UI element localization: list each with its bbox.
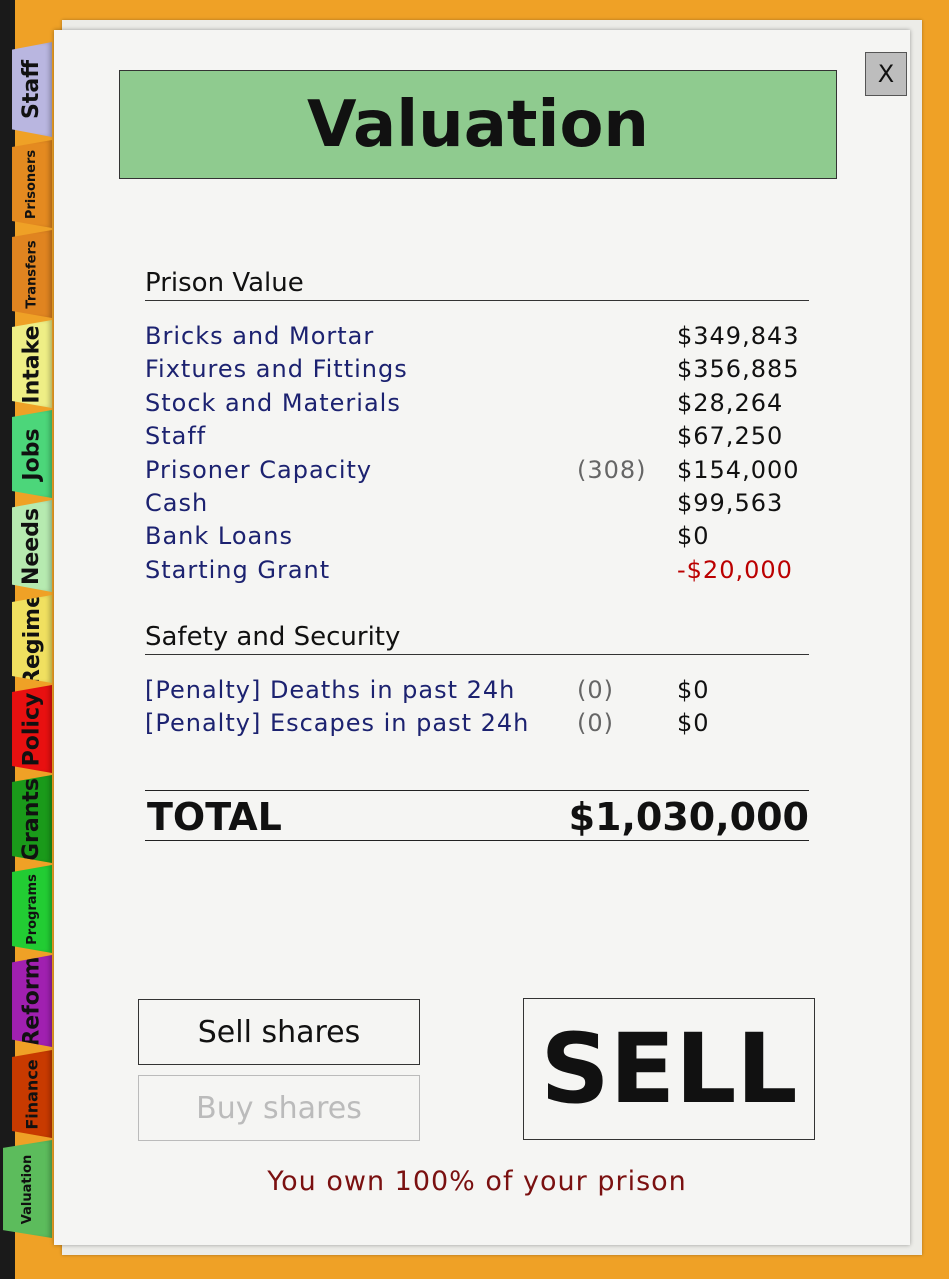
tab-intake[interactable]: Intake xyxy=(12,320,52,408)
tab-prisoners[interactable]: Prisoners xyxy=(12,140,52,228)
value-row: Stock and Materials $28,264 xyxy=(145,389,809,422)
ownership-text: You own 100% of your prison xyxy=(267,1166,687,1197)
row-value: $0 xyxy=(677,676,710,704)
tab-jobs[interactable]: Jobs xyxy=(12,410,52,498)
tab-label: Jobs xyxy=(19,427,45,481)
tab-label: Needs xyxy=(19,507,45,585)
tab-label: Transfers xyxy=(24,239,40,309)
value-row: Starting Grant -$20,000 xyxy=(145,556,809,589)
tab-label: Programs xyxy=(24,873,40,945)
row-value: $356,885 xyxy=(677,355,800,384)
row-value: $28,264 xyxy=(677,388,784,417)
tab-needs[interactable]: Needs xyxy=(12,500,52,592)
row-value: $67,250 xyxy=(677,422,784,451)
tab-label: Intake xyxy=(19,324,45,404)
sell-button[interactable]: SELL xyxy=(523,998,815,1140)
value-row: Prisoner Capacity (308) $154,000 xyxy=(145,456,809,489)
row-label: Prisoner Capacity xyxy=(145,455,373,484)
tab-valuation[interactable]: Valuation xyxy=(3,1140,52,1238)
tab-programs[interactable]: Programs xyxy=(12,865,52,953)
row-count: (308) xyxy=(577,455,647,484)
row-label: Bricks and Mortar xyxy=(145,322,375,350)
row-value: -$20,000 xyxy=(677,555,793,584)
buy-shares-button[interactable]: Buy shares xyxy=(138,1075,420,1141)
tab-label: Finance xyxy=(22,1058,42,1130)
row-label: Cash xyxy=(145,489,209,517)
row-label: Fixtures and Fittings xyxy=(145,355,408,384)
value-row: [Penalty] Escapes in past 24h (0) $0 xyxy=(145,709,809,742)
value-row: Fixtures and Fittings $356,885 xyxy=(145,355,809,388)
row-label: Starting Grant xyxy=(145,555,331,584)
close-button[interactable]: X xyxy=(865,52,907,96)
tab-label: Staff xyxy=(19,59,45,120)
row-count: (0) xyxy=(577,676,614,704)
row-label: [Penalty] Deaths in past 24h xyxy=(145,676,516,704)
tab-policy[interactable]: Policy xyxy=(12,685,52,773)
row-value: $349,843 xyxy=(677,322,800,350)
tab-label: Prisoners xyxy=(24,149,40,219)
row-count: (0) xyxy=(577,709,614,738)
total-row: TOTAL $1,030,000 xyxy=(145,790,809,841)
value-row: Staff $67,250 xyxy=(145,422,809,455)
row-value: $154,000 xyxy=(677,455,800,484)
value-row: Bricks and Mortar $349,843 xyxy=(145,322,809,355)
tab-staff[interactable]: Staff xyxy=(12,42,52,137)
tab-label: Grants xyxy=(19,777,45,861)
tab-label: Reform xyxy=(19,955,45,1047)
row-label: Staff xyxy=(145,422,207,451)
tab-transfers[interactable]: Transfers xyxy=(12,230,52,318)
tab-grants[interactable]: Grants xyxy=(12,775,52,863)
tab-label: Policy xyxy=(19,692,45,766)
row-label: Bank Loans xyxy=(145,522,293,551)
total-value: $1,030,000 xyxy=(568,795,809,839)
row-label: [Penalty] Escapes in past 24h xyxy=(145,709,530,738)
row-value: $99,563 xyxy=(677,489,784,517)
value-row: [Penalty] Deaths in past 24h (0) $0 xyxy=(145,676,809,709)
total-label: TOTAL xyxy=(147,795,282,839)
tab-finance[interactable]: Finance xyxy=(12,1050,52,1138)
value-row: Cash $99,563 xyxy=(145,489,809,522)
page-title: Valuation xyxy=(119,70,837,179)
tab-regime[interactable]: Regime xyxy=(12,595,52,683)
value-row: Bank Loans $0 xyxy=(145,522,809,555)
tab-label: Valuation xyxy=(20,1154,35,1224)
row-value: $0 xyxy=(677,709,710,738)
sell-shares-button[interactable]: Sell shares xyxy=(138,999,420,1065)
section-heading-safety: Safety and Security xyxy=(145,622,809,655)
row-label: Stock and Materials xyxy=(145,388,401,417)
tab-label: Regime xyxy=(19,592,45,686)
row-value: $0 xyxy=(677,522,710,551)
section-heading-prison-value: Prison Value xyxy=(145,268,809,301)
tab-reform[interactable]: Reform xyxy=(12,955,52,1047)
